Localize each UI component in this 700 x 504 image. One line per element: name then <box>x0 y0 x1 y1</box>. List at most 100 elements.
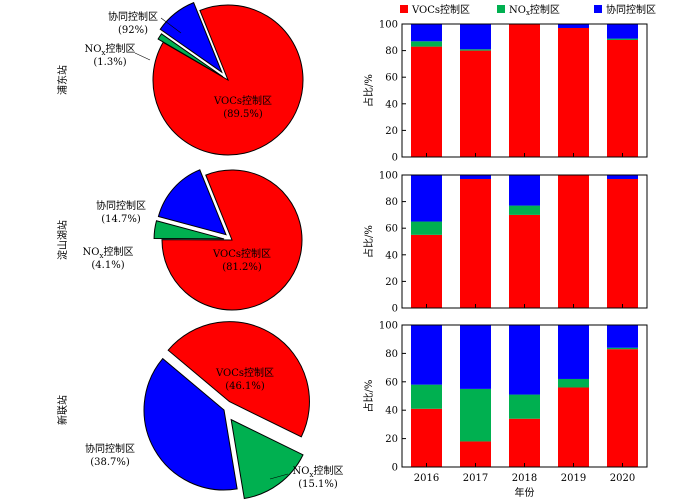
x-tick-label: 2018 <box>512 473 537 484</box>
pie-slice-voc <box>152 4 304 156</box>
y-axis-label: 占比/% <box>362 74 375 107</box>
slice-pct: (81.2%) <box>222 262 262 273</box>
bar-segment-voc <box>558 387 589 467</box>
y-tick-label: 80 <box>385 349 398 360</box>
slice-pct: (4.1%) <box>91 260 124 271</box>
y-axis-label: 占比/% <box>362 225 375 258</box>
bar-segment-syn <box>607 175 638 179</box>
bar-segment-syn <box>558 24 589 28</box>
y-tick-label: 0 <box>392 153 398 164</box>
bar-segment-voc <box>411 234 442 308</box>
leader-line <box>134 52 151 61</box>
y-tick-label: 60 <box>385 73 398 84</box>
slice-label: VOCs控制区 <box>212 247 271 260</box>
legend-swatch <box>400 5 408 13</box>
bar-segment-voc <box>509 24 540 157</box>
station-label: 浦东站 <box>56 65 69 95</box>
pie-slice-syn <box>159 1 223 74</box>
slice-pct: (46.1%) <box>225 381 265 392</box>
station-label: 新联站 <box>56 395 69 425</box>
bar-segment-nox <box>411 384 442 409</box>
bar-segment-voc <box>509 214 540 308</box>
pie-slice-syn <box>157 169 227 236</box>
pie-slice-syn <box>143 357 238 491</box>
slice-pct: (15.1%) <box>298 479 338 490</box>
x-tick-label: 2020 <box>610 473 635 484</box>
slice-label: 协同控制区 <box>85 442 135 455</box>
y-tick-label: 100 <box>379 20 398 31</box>
y-tick-label: 60 <box>385 224 398 235</box>
bar-segment-syn <box>558 325 589 379</box>
bar-segment-nox <box>558 378 589 388</box>
bar-segment-voc <box>411 46 442 157</box>
bar-segment-syn <box>607 325 638 348</box>
slice-label: NOx控制区 <box>83 245 134 260</box>
y-tick-label: 100 <box>379 321 398 332</box>
bar-segment-voc <box>607 349 638 467</box>
y-tick-label: 60 <box>385 377 398 388</box>
bar-segment-nox <box>411 221 442 235</box>
slice-label: 协同控制区 <box>108 10 158 23</box>
y-tick-label: 20 <box>385 126 398 137</box>
legend-swatch <box>594 5 602 13</box>
y-tick-label: 40 <box>385 406 398 417</box>
slice-label: NOx控制区 <box>85 42 136 57</box>
y-tick-label: 0 <box>392 463 398 474</box>
slice-pct: (89.5%) <box>223 109 263 120</box>
pie-slice-voc <box>167 321 310 438</box>
bar-segment-voc <box>607 178 638 308</box>
bar-segment-nox <box>509 205 540 215</box>
slice-label: NOx控制区 <box>293 464 344 479</box>
y-tick-label: 40 <box>385 250 398 261</box>
bar-segment-nox <box>607 38 638 40</box>
pie-slice-nox <box>153 220 225 240</box>
y-tick-label: 0 <box>392 304 398 315</box>
bar-segment-nox <box>460 49 491 51</box>
bar-segment-voc <box>607 39 638 157</box>
x-axis-label: 年份 <box>515 486 535 499</box>
legend-swatch <box>497 5 505 13</box>
bar-segment-nox <box>607 347 638 350</box>
bar-segment-syn <box>460 175 491 179</box>
slice-pct: (92%) <box>118 25 148 36</box>
bar-segment-syn <box>411 24 442 42</box>
bar-segment-voc <box>460 441 491 467</box>
bar-segment-nox <box>509 394 540 419</box>
bar-segment-voc <box>558 27 589 157</box>
bar-segment-syn <box>460 325 491 389</box>
bar-segment-syn <box>460 24 491 50</box>
legend-label: VOCs控制区 <box>411 3 470 16</box>
bar-segment-nox <box>460 388 491 442</box>
slice-pct: (14.7%) <box>101 214 141 225</box>
bar-segment-voc <box>460 50 491 157</box>
y-tick-label: 80 <box>385 46 398 57</box>
y-tick-label: 80 <box>385 197 398 208</box>
legend-label: NOx控制区 <box>509 3 560 17</box>
pie-slice-nox <box>157 33 224 78</box>
pie-slice-voc <box>161 169 303 311</box>
leader-line <box>160 17 182 34</box>
bar-segment-nox <box>411 41 442 47</box>
y-tick-label: 20 <box>385 277 398 288</box>
slice-pct: (1.3%) <box>93 57 126 68</box>
bar-segment-syn <box>509 175 540 206</box>
x-tick-label: 2017 <box>463 473 488 484</box>
pie-slice-nox <box>230 418 304 500</box>
legend-label: 协同控制区 <box>606 3 656 16</box>
bar-segment-syn <box>607 24 638 39</box>
bar-segment-voc <box>411 408 442 467</box>
slice-label: VOCs控制区 <box>213 94 272 107</box>
bar-segment-voc <box>460 178 491 308</box>
bar-segment-syn <box>411 325 442 385</box>
station-label: 淀山湖站 <box>56 220 69 260</box>
bar-segment-syn <box>411 175 442 222</box>
bar-segment-voc <box>509 418 540 467</box>
slice-label: VOCs控制区 <box>215 366 274 379</box>
y-tick-label: 40 <box>385 99 398 110</box>
y-axis-label: 占比/% <box>362 380 375 413</box>
y-tick-label: 20 <box>385 434 398 445</box>
x-tick-label: 2019 <box>561 473 586 484</box>
x-tick-label: 2016 <box>414 473 439 484</box>
y-tick-label: 100 <box>379 171 398 182</box>
